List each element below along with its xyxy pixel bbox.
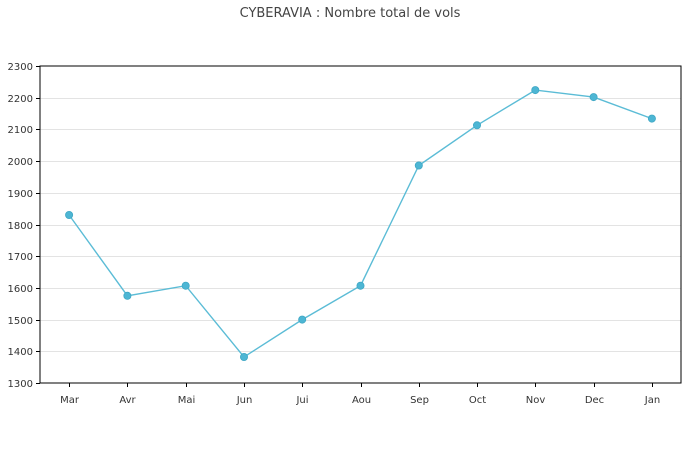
x-tick-label: Sep xyxy=(410,395,429,406)
x-tick-label: Jui xyxy=(295,395,308,406)
x-tick-label: Nov xyxy=(526,395,546,406)
series-line xyxy=(68,89,653,358)
x-tick-label: Dec xyxy=(585,395,604,406)
y-tick-label: 1500 xyxy=(8,316,33,327)
data-point[interactable] xyxy=(298,315,307,324)
data-point[interactable] xyxy=(414,161,423,170)
data-point[interactable] xyxy=(531,86,540,95)
series-layer xyxy=(65,86,656,361)
data-point[interactable] xyxy=(65,210,74,219)
y-tick-label: 1600 xyxy=(8,284,33,295)
data-point[interactable] xyxy=(647,114,656,123)
x-tick-label: Avr xyxy=(119,395,136,406)
data-point[interactable] xyxy=(356,281,365,290)
x-tick-label: Jan xyxy=(644,395,660,406)
y-tick-label: 1400 xyxy=(8,347,33,358)
plot-area-frame xyxy=(39,65,682,384)
data-point[interactable] xyxy=(123,291,132,300)
data-point[interactable] xyxy=(239,352,248,361)
y-tick-label: 1300 xyxy=(8,379,33,390)
y-tick-label: 2200 xyxy=(8,94,33,105)
y-axis: 1300 1400 1500 1600 1700 1800 1900 2000 2100 2200… xyxy=(8,62,40,390)
grid-layer xyxy=(40,98,681,352)
data-point[interactable] xyxy=(589,93,598,102)
chart-title: CYBERAVIA : Nombre total de vols xyxy=(240,6,461,21)
x-axis: Mar Avr Mai Jun Jui Aou Sep Oct Nov Dec Jan xyxy=(60,383,660,406)
y-tick-label: 1900 xyxy=(8,189,33,200)
data-point[interactable] xyxy=(472,121,481,130)
x-tick-label: Oct xyxy=(469,395,486,406)
y-tick-label: 2000 xyxy=(8,157,33,168)
x-tick-label: Mai xyxy=(178,395,196,406)
y-tick-label: 1800 xyxy=(8,221,33,232)
x-tick-label: Mar xyxy=(60,395,80,406)
data-point[interactable] xyxy=(181,281,190,290)
y-tick-label: 2100 xyxy=(8,125,33,136)
x-tick-label: Aou xyxy=(352,395,371,406)
x-tick-label: Jun xyxy=(236,395,253,406)
y-tick-label: 2300 xyxy=(8,62,33,73)
y-tick-label: 1700 xyxy=(8,252,33,263)
